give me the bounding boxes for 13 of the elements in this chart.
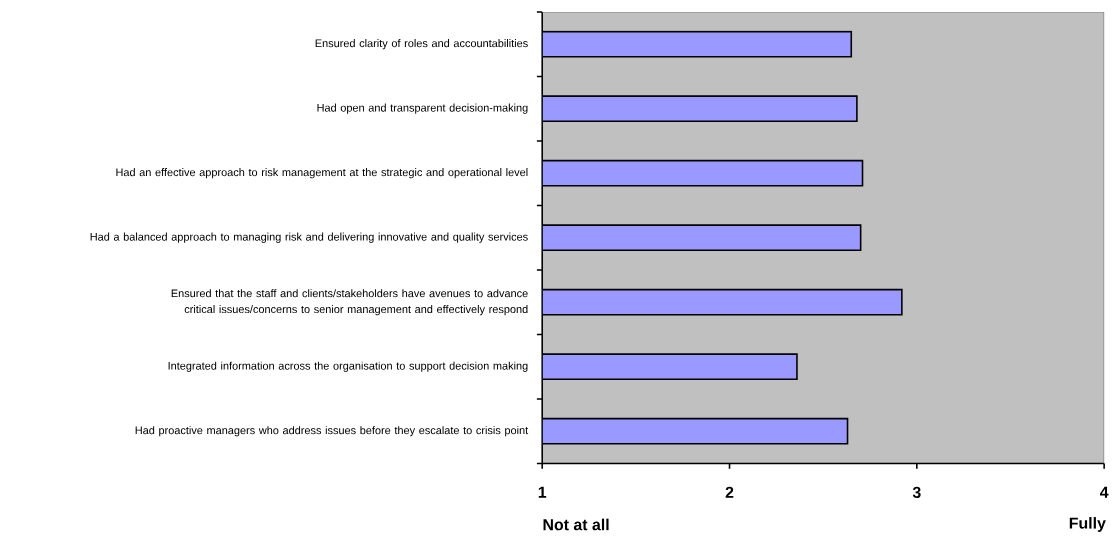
x-tick-label: 3	[912, 486, 921, 499]
text: Not at all	[543, 518, 609, 531]
x-tick-label: 1	[538, 486, 547, 498]
x-tick-label: 4	[1099, 486, 1109, 498]
y-tick-label: Had an effective approach to risk management at the strategic and operational level	[116, 168, 528, 179]
x-tick-label: 2	[725, 486, 734, 498]
y-tick-label: Had proactive managers who address issues before they escalate to crisis point	[135, 426, 529, 437]
y-tick-label: Had a balanced approach to managing risk and delivering innovative and quality services	[90, 232, 528, 243]
y-tick-label: Ensured that the staff and clients/stakeholders have avenues to advance critical issues/concerns to senior management and effectively respond	[171, 289, 528, 316]
text: Fully	[1069, 517, 1106, 532]
y-tick-label: Had open and transparent decision-making	[317, 103, 528, 114]
y-tick-label: Ensured clarity of roles and accountabilities	[315, 39, 528, 50]
y-tick-label: Integrated information across the organisation to support decision making	[168, 361, 528, 372]
